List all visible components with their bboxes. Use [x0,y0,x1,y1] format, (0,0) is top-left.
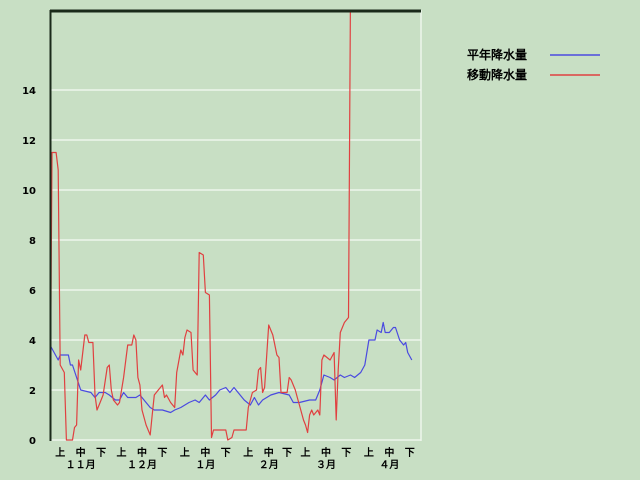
x-tick-dekad: 上 [180,446,190,459]
y-tick-label: 4 [29,336,36,347]
y-tick-label: 8 [29,236,36,247]
x-axis-ticks: 上中下１１月上中下１２月上中下１月上中下２月上中下３月上中下４月 [55,446,415,471]
x-tick-dekad: 中 [264,446,274,459]
y-tick-label: 0 [29,436,36,447]
x-tick-month: ４月 [379,459,399,471]
x-tick-dekad: 中 [137,446,147,459]
series-line-normal [50,321,413,414]
x-tick-dekad: 中 [200,446,210,459]
x-tick-dekad: 下 [157,447,167,459]
x-tick-month: ２月 [259,459,279,471]
x-tick-dekad: 上 [364,446,374,459]
x-tick-dekad: 下 [96,447,106,459]
x-tick-month: １２月 [127,459,157,471]
series-line-moving [50,10,351,441]
y-tick-label: 12 [22,136,36,147]
x-tick-dekad: 下 [341,447,351,459]
series-lines [50,10,413,441]
x-tick-month: １１月 [66,459,96,471]
x-tick-dekad: 下 [221,447,231,459]
y-axis-ticks: 0 2 4 6 8 10 12 14 [22,86,36,447]
x-tick-dekad: 中 [321,446,331,459]
y-tick-label: 10 [22,186,36,197]
x-tick-dekad: 上 [243,446,253,459]
x-tick-month: ３月 [316,459,336,471]
x-tick-dekad: 上 [301,446,311,459]
x-tick-dekad: 中 [384,446,394,459]
legend-label: 移動降水量 [467,67,527,82]
x-tick-dekad: 上 [55,446,65,459]
x-tick-dekad: 下 [405,447,415,459]
legend-label: 平年降水量 [467,47,527,62]
x-tick-dekad: 上 [117,446,127,459]
y-tick-label: 2 [29,386,36,397]
x-tick-dekad: 下 [282,447,292,459]
y-tick-label: 6 [29,286,36,297]
y-tick-label: 14 [22,86,36,97]
x-tick-dekad: 中 [76,446,86,459]
x-tick-month: １月 [195,459,215,471]
